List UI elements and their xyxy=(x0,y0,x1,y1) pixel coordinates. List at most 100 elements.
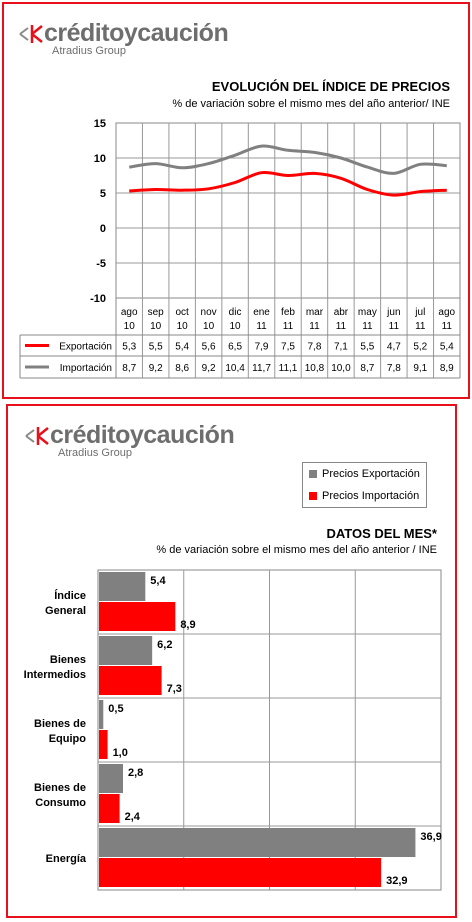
legend-item-export: Precios Exportación xyxy=(303,463,426,485)
data-label: 6,2 xyxy=(157,639,172,651)
company-logo: créditoycaución Atradius Group xyxy=(24,421,235,459)
x-tick-label: ago xyxy=(438,307,455,318)
data-label: 8,7 xyxy=(360,363,374,374)
data-label: 4,7 xyxy=(387,342,401,353)
monthly-data-panel: créditoycaución Atradius Group Precios E… xyxy=(6,404,457,918)
logo-mark-icon xyxy=(25,426,49,445)
chart-title: EVOLUCIÓN DEL ÍNDICE DE PRECIOS xyxy=(211,79,450,94)
legend-swatch xyxy=(309,492,317,500)
x-tick-label: feb xyxy=(281,307,295,318)
logo-name: créditoycaución xyxy=(44,19,229,47)
x-tick-label: sep xyxy=(148,307,165,318)
x-tick-label: mar xyxy=(306,307,324,318)
x-tick-label: ene xyxy=(253,307,270,318)
data-label: 8,9 xyxy=(440,363,454,374)
data-label: 8,7 xyxy=(122,363,136,374)
data-label: 5,5 xyxy=(149,342,163,353)
category-label: General xyxy=(45,605,86,617)
logo-tagline: Atradius Group xyxy=(58,447,132,459)
x-tick-label: 11 xyxy=(415,321,426,332)
data-label: 10,4 xyxy=(225,363,245,374)
price-evolution-chart: 15 10 5 0 -5 -10 ago 10 sep 10 oct 10 nov 10 dic 10 ene 1… xyxy=(19,118,461,379)
x-tick-label: 11 xyxy=(362,321,373,332)
data-label: 10,0 xyxy=(331,363,351,374)
x-tick-label: 10 xyxy=(124,321,136,332)
logo-name: créditoycaución xyxy=(50,421,235,449)
bar-exportacion xyxy=(99,636,153,665)
legend-label: Exportación xyxy=(59,342,112,353)
x-tick-label: jun xyxy=(386,307,400,318)
bar-exportacion xyxy=(99,700,104,729)
x-tick-label: may xyxy=(358,307,377,318)
y-tick-label: 5 xyxy=(100,188,106,200)
category-label: Energía xyxy=(46,853,87,865)
data-label: 32,9 xyxy=(386,875,407,887)
data-label: 9,2 xyxy=(149,363,163,374)
chart-subtitle: % de variación sobre el mismo mes del añ… xyxy=(172,98,450,110)
category-label: Bienes de xyxy=(34,718,86,730)
y-tick-label: -5 xyxy=(96,258,106,270)
logo-mark-icon xyxy=(19,24,43,43)
data-label: 7,1 xyxy=(334,342,348,353)
category-label: Índice xyxy=(54,589,86,602)
y-tick-label: -10 xyxy=(90,293,106,305)
category-label: Consumo xyxy=(35,797,86,809)
data-label: 7,5 xyxy=(281,342,295,353)
bar-importacion xyxy=(99,858,382,887)
data-label: 9,2 xyxy=(202,363,216,374)
legend-item-import: Precios Importación xyxy=(303,485,426,507)
data-label: 5,3 xyxy=(122,342,136,353)
series-line-exportacion xyxy=(129,170,447,197)
x-tick-label: ago xyxy=(121,307,138,318)
y-tick-label: 10 xyxy=(94,153,106,165)
data-label: 11,7 xyxy=(252,363,271,374)
data-label: 7,3 xyxy=(167,683,182,695)
data-label: 11,1 xyxy=(279,363,298,374)
x-tick-label: nov xyxy=(201,307,217,318)
x-tick-label: 11 xyxy=(256,321,267,332)
data-label: 36,9 xyxy=(420,831,441,843)
data-label: 6,5 xyxy=(228,342,242,353)
category-label: Intermedios xyxy=(24,669,86,681)
y-tick-label: 0 xyxy=(100,223,106,235)
data-label: 5,6 xyxy=(202,342,216,353)
data-label: 7,8 xyxy=(308,342,322,353)
data-label: 5,4 xyxy=(440,342,454,353)
data-label: 5,2 xyxy=(413,342,427,353)
legend-label: Precios Exportación xyxy=(322,468,420,480)
bar-importacion xyxy=(99,730,108,759)
bar-exportacion xyxy=(99,828,416,857)
monthly-data-chart: Índice General 5,4 8,9 Bienes Intermedios 6,2 7… xyxy=(24,569,442,891)
data-label: 5,5 xyxy=(360,342,374,353)
category-label: Bienes de xyxy=(34,782,86,794)
x-tick-label: abr xyxy=(334,307,349,318)
data-label: 1,0 xyxy=(113,747,128,759)
data-label: 7,8 xyxy=(387,363,401,374)
x-tick-label: 11 xyxy=(336,321,347,332)
bar-exportacion xyxy=(99,764,124,793)
x-tick-label: 10 xyxy=(203,321,215,332)
data-label: 5,4 xyxy=(150,575,166,587)
logo-tagline: Atradius Group xyxy=(52,45,126,57)
x-tick-label: 10 xyxy=(177,321,189,332)
chart-legend: Precios Exportación Precios Importación xyxy=(302,462,427,508)
data-label: 2,4 xyxy=(125,811,141,823)
data-label: 0,5 xyxy=(108,703,123,715)
x-tick-label: dic xyxy=(229,307,242,318)
bar-importacion xyxy=(99,602,176,631)
legend-label: Importación xyxy=(60,363,112,374)
category-label: Bienes xyxy=(50,654,86,666)
y-tick-label: 15 xyxy=(94,118,106,130)
x-tick-label: jul xyxy=(414,307,425,318)
legend-label: Precios Importación xyxy=(322,490,420,502)
chart-title: DATOS DEL MES* xyxy=(326,526,437,541)
series-line-importacion xyxy=(129,144,447,175)
price-evolution-panel: créditoycaución Atradius Group EVOLUCIÓN… xyxy=(2,2,470,399)
bar-importacion xyxy=(99,794,120,823)
category-label: Equipo xyxy=(49,733,87,745)
plot-area xyxy=(115,122,461,299)
x-tick-label: 11 xyxy=(283,321,294,332)
data-label: 2,8 xyxy=(128,767,143,779)
x-tick-label: 11 xyxy=(389,321,400,332)
data-label: 9,1 xyxy=(413,363,427,374)
